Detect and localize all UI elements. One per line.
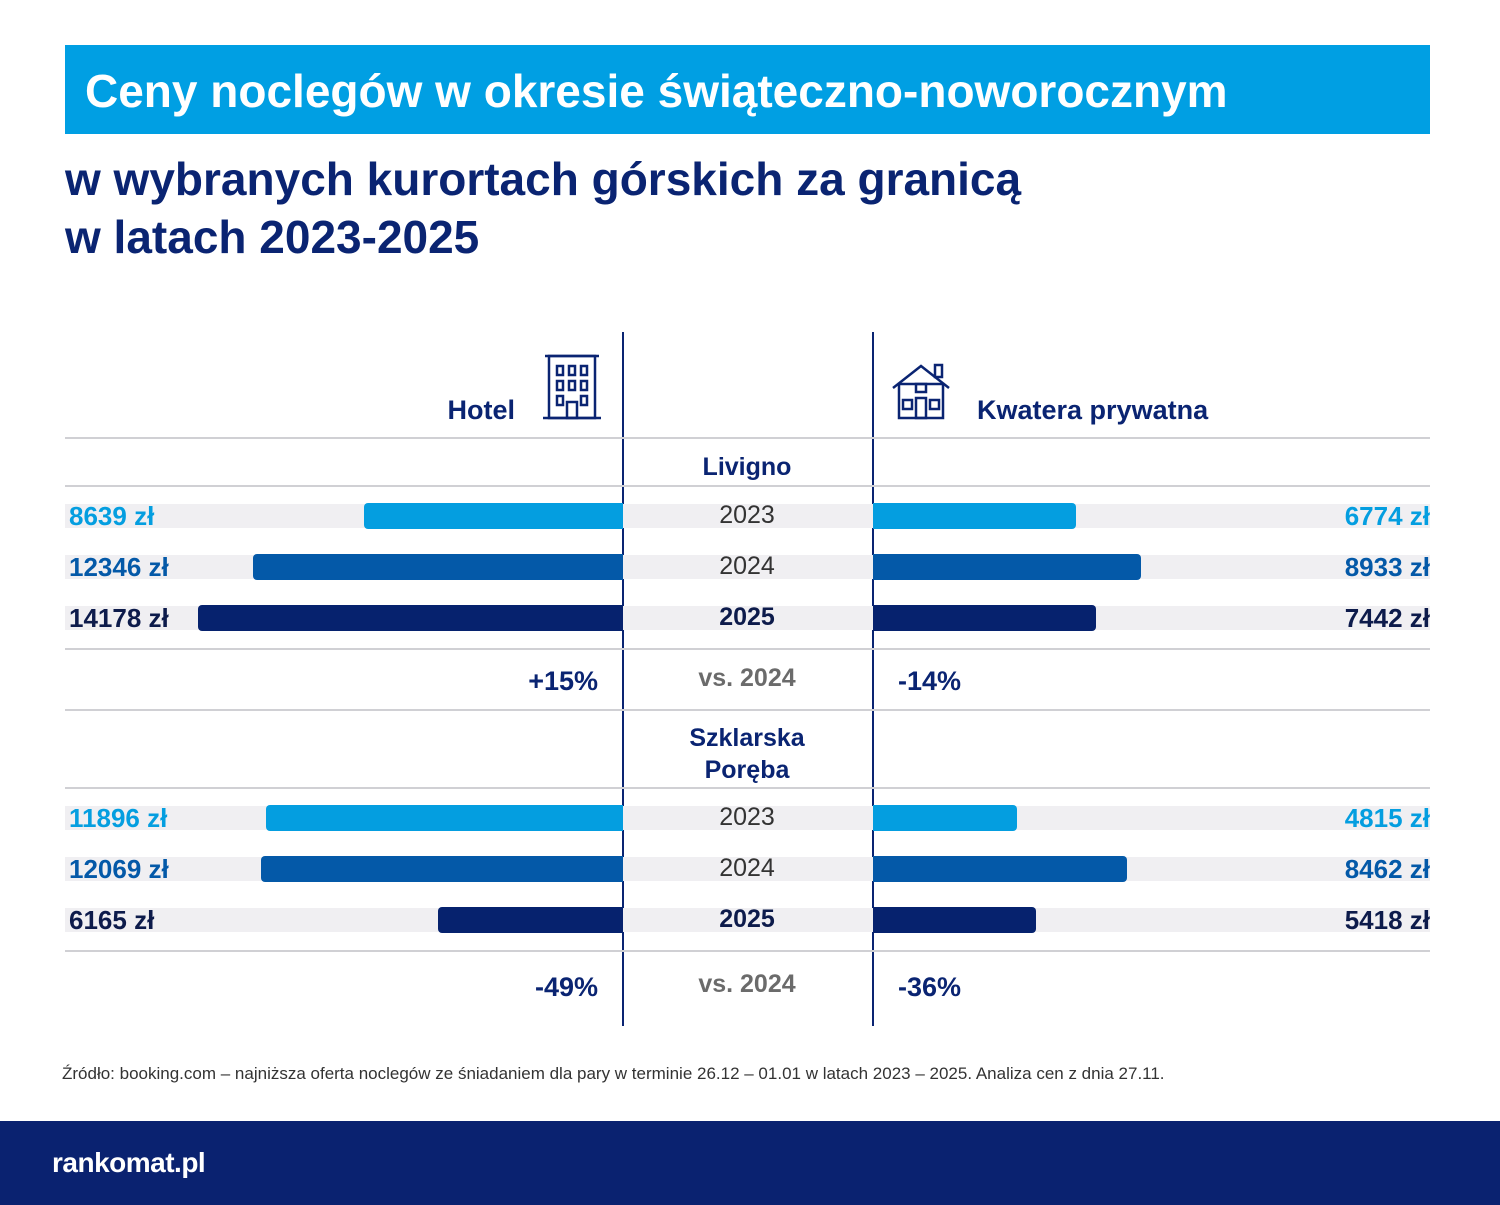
value-label: 11896 zł bbox=[69, 803, 168, 833]
bar bbox=[873, 856, 1127, 882]
bar bbox=[197, 605, 623, 631]
private-header: Kwatera prywatna bbox=[977, 395, 1209, 425]
change-label: +15% bbox=[528, 666, 598, 696]
separator bbox=[65, 485, 1430, 487]
value-label: 14178 zł bbox=[69, 603, 169, 633]
change-label: -36% bbox=[898, 972, 962, 1002]
subtitle: w wybranych kurortach górskich za granic… bbox=[65, 153, 1022, 205]
group-label: Livigno bbox=[702, 453, 792, 481]
value-label: 8933 zł bbox=[1344, 552, 1430, 582]
year-label: 2024 bbox=[719, 854, 775, 882]
bar bbox=[873, 503, 1077, 529]
value-label: 7442 zł bbox=[1344, 603, 1430, 633]
year-label: 2025 bbox=[719, 603, 775, 631]
separator bbox=[65, 648, 1430, 650]
subtitle: w latach 2023-2025 bbox=[65, 211, 480, 263]
title-band bbox=[65, 45, 1430, 134]
value-label: 6774 zł bbox=[1344, 501, 1430, 531]
bar bbox=[266, 805, 623, 831]
value-label: 4815 zł bbox=[1344, 803, 1430, 833]
group-label: Szklarska Poręba bbox=[689, 724, 805, 784]
change-label: -49% bbox=[534, 972, 598, 1002]
year-label: 2025 bbox=[719, 905, 775, 933]
source-note: Źródło: booking.com – najniższa oferta n… bbox=[62, 1064, 1165, 1083]
separator bbox=[65, 437, 1430, 439]
footer-band bbox=[0, 1121, 1500, 1205]
year-label: 2023 bbox=[719, 501, 775, 529]
comparison-label: vs. 2024 bbox=[698, 664, 796, 692]
value-label: 8639 zł bbox=[69, 501, 155, 531]
brand-logo: rankomat.pl bbox=[52, 1147, 206, 1178]
separator bbox=[65, 950, 1430, 952]
house-icon bbox=[892, 363, 950, 420]
track bbox=[65, 908, 1430, 932]
year-label: 2024 bbox=[719, 552, 775, 580]
bar bbox=[873, 605, 1097, 631]
separator bbox=[65, 787, 1430, 789]
bar bbox=[260, 856, 623, 882]
change-label: -14% bbox=[898, 666, 962, 696]
title: Ceny noclegów w okresie świąteczno-nowor… bbox=[85, 65, 1228, 117]
value-label: 5418 zł bbox=[1344, 905, 1430, 935]
year-label: 2023 bbox=[719, 803, 775, 831]
bar bbox=[873, 907, 1036, 933]
value-label: 12069 zł bbox=[69, 854, 169, 884]
bar bbox=[873, 805, 1018, 831]
bar bbox=[438, 907, 623, 933]
value-label: 6165 zł bbox=[69, 905, 155, 935]
bar bbox=[363, 503, 623, 529]
bar bbox=[252, 554, 623, 580]
comparison-label: vs. 2024 bbox=[698, 970, 796, 998]
separator bbox=[65, 709, 1430, 711]
divider bbox=[622, 332, 624, 1026]
hotel-header: Hotel bbox=[447, 395, 516, 425]
value-label: 8462 zł bbox=[1344, 854, 1430, 884]
bar bbox=[873, 554, 1141, 580]
track bbox=[65, 504, 1430, 528]
divider bbox=[872, 332, 874, 1026]
value-label: 12346 zł bbox=[69, 552, 169, 582]
hotel-icon bbox=[543, 354, 601, 420]
